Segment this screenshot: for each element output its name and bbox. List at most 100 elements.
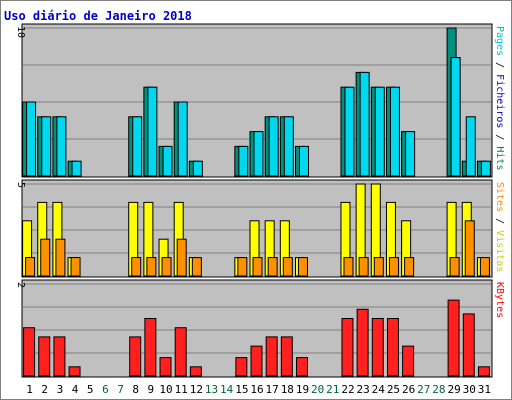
bar-sites-day-10 [161, 257, 172, 277]
bar-kbytes-day-8 [129, 336, 142, 377]
bar-sites-day-1 [25, 257, 36, 277]
x-tick-label-day-24: 24 [372, 383, 386, 396]
bar-kbytes-day-2 [38, 336, 51, 377]
bar-kbytes-day-29 [447, 299, 460, 377]
bar-sites-day-30 [464, 220, 475, 277]
x-tick-label-day-17: 17 [266, 383, 279, 396]
legend-item: Hits [494, 146, 505, 170]
series-sites [25, 220, 490, 277]
bar-sites-day-17 [267, 257, 278, 277]
bar-kbytes-day-4 [68, 366, 81, 377]
x-tick-label-day-5: 5 [87, 383, 94, 396]
bar-pages-day-8 [132, 116, 143, 177]
bar-kbytes-day-11 [174, 327, 187, 377]
bar-kbytes-day-15 [235, 357, 248, 377]
bar-kbytes-day-24 [371, 318, 384, 377]
bar-pages-day-9 [147, 86, 158, 177]
panel-traffic: 10 Pages / Ficheiros / Hits [15, 23, 505, 178]
x-tick-label-day-21: 21 [326, 383, 339, 396]
x-tick-label-day-18: 18 [281, 383, 294, 396]
bar-pages-day-16 [253, 131, 264, 177]
bar-pages-day-15 [238, 145, 249, 177]
bar-kbytes-day-19 [295, 357, 308, 377]
bar-sites-day-8 [131, 257, 142, 277]
x-tick-label-day-29: 29 [447, 383, 460, 396]
bar-sites-day-11 [176, 238, 187, 277]
bar-kbytes-day-10 [159, 357, 172, 377]
x-tick-label-day-14: 14 [220, 383, 234, 396]
x-tick-label-day-9: 9 [148, 383, 155, 396]
x-tick-label-day-23: 23 [357, 383, 370, 396]
series-kbytes [23, 299, 490, 377]
x-tick-label-day-10: 10 [159, 383, 172, 396]
x-tick-label-day-1: 1 [26, 383, 33, 396]
x-tick-label-day-16: 16 [250, 383, 263, 396]
bar-sites-day-24 [373, 257, 384, 277]
bar-pages-day-2 [41, 116, 52, 177]
bar-pages-day-22 [344, 86, 355, 177]
bar-kbytes-day-25 [386, 318, 399, 377]
legend-item: / [494, 212, 505, 230]
bar-pages-day-26 [405, 131, 416, 177]
bar-pages-day-24 [374, 86, 385, 177]
bar-sites-day-9 [146, 257, 157, 277]
bar-pages-day-25 [389, 86, 400, 177]
bar-kbytes-day-1 [23, 327, 36, 377]
bar-kbytes-day-16 [250, 345, 263, 377]
bar-sites-day-18 [282, 257, 293, 277]
bar-kbytes-day-26 [402, 345, 415, 377]
x-tick-label-day-31: 31 [478, 383, 491, 396]
x-axis: 1 2 3 4 5 6 7 8 9 10 11 12 13 14 15 16 17 18 19 20 21 22 23 24 2… [26, 383, 491, 396]
legend-item: Visitas [494, 230, 505, 272]
bar-kbytes-day-9 [144, 318, 157, 377]
bar-sites-day-25 [388, 257, 399, 277]
x-tick-label-day-22: 22 [341, 383, 354, 396]
bar-sites-day-31 [479, 257, 490, 277]
x-tick-label-day-15: 15 [235, 383, 248, 396]
x-tick-label-day-26: 26 [402, 383, 415, 396]
bar-sites-day-12 [191, 257, 202, 277]
bar-sites-day-19 [297, 257, 308, 277]
bar-pages-day-12 [192, 160, 203, 177]
bar-pages-day-23 [359, 71, 370, 177]
y-max-label: 2 [15, 282, 26, 288]
x-tick-label-day-19: 19 [296, 383, 309, 396]
x-tick-label-day-4: 4 [72, 383, 79, 396]
y-max-label: 5 [15, 182, 26, 188]
bar-pages-day-30 [465, 116, 476, 177]
bar-kbytes-day-23 [356, 308, 369, 377]
panel-kbytes: 2 KBytes [15, 279, 505, 378]
series-pages [26, 57, 491, 177]
x-tick-label-day-20: 20 [311, 383, 324, 396]
x-tick-label-day-3: 3 [57, 383, 64, 396]
bar-sites-day-3 [55, 238, 66, 277]
bar-sites-day-23 [358, 257, 369, 277]
legend-item: / [494, 128, 505, 146]
bar-kbytes-day-30 [462, 313, 475, 377]
bar-kbytes-day-18 [280, 336, 293, 377]
bar-pages-day-29 [450, 57, 461, 177]
bar-pages-day-3 [56, 116, 67, 177]
bar-sites-day-16 [252, 257, 263, 277]
bar-sites-day-26 [404, 257, 415, 277]
bar-pages-day-4 [71, 160, 82, 177]
x-tick-label-day-27: 27 [417, 383, 430, 396]
bar-kbytes-day-22 [341, 318, 354, 377]
bar-pages-day-10 [162, 145, 173, 177]
legend-visits: Sites / Visitas [494, 182, 505, 272]
bar-pages-day-11 [177, 101, 188, 177]
legend-kbytes: KBytes [494, 282, 505, 318]
bar-pages-day-18 [283, 116, 294, 177]
bar-sites-day-22 [343, 257, 354, 277]
legend-item: Pages [494, 26, 505, 56]
bar-sites-day-15 [237, 257, 248, 277]
legend-item: Sites [494, 182, 505, 212]
legend-item: Ficheiros [494, 74, 505, 128]
bar-pages-day-1 [26, 101, 37, 177]
bar-kbytes-day-12 [189, 366, 202, 377]
bar-kbytes-day-3 [53, 336, 66, 377]
x-tick-label-day-12: 12 [190, 383, 203, 396]
bar-sites-day-29 [449, 257, 460, 277]
bar-sites-day-4 [70, 257, 81, 277]
